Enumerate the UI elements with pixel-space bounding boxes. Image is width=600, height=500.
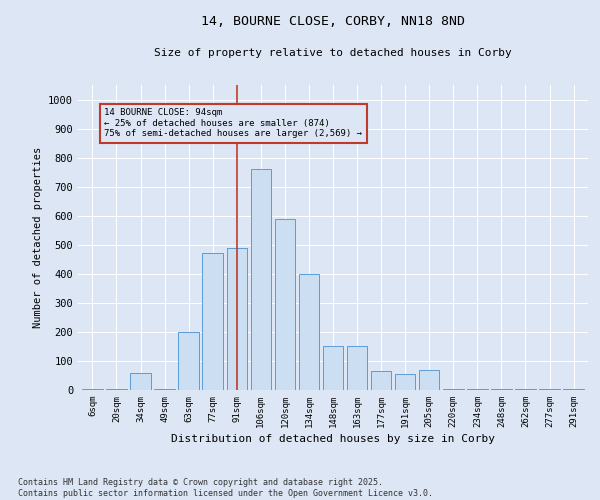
Bar xyxy=(467,388,488,390)
X-axis label: Distribution of detached houses by size in Corby: Distribution of detached houses by size … xyxy=(171,434,495,444)
Y-axis label: Number of detached properties: Number of detached properties xyxy=(32,147,43,328)
Bar xyxy=(419,370,439,390)
Bar xyxy=(347,346,367,390)
Bar xyxy=(299,274,319,390)
Text: Contains HM Land Registry data © Crown copyright and database right 2025.
Contai: Contains HM Land Registry data © Crown c… xyxy=(18,478,433,498)
Bar xyxy=(227,248,247,390)
Bar xyxy=(130,372,151,390)
Bar xyxy=(371,371,391,390)
Bar xyxy=(491,388,512,390)
Bar xyxy=(178,332,199,390)
Bar xyxy=(154,388,175,390)
Bar xyxy=(106,388,127,390)
Bar xyxy=(443,388,464,390)
Bar xyxy=(251,169,271,390)
Bar xyxy=(202,254,223,390)
Text: Size of property relative to detached houses in Corby: Size of property relative to detached ho… xyxy=(154,48,512,58)
Bar xyxy=(515,388,536,390)
Bar xyxy=(82,388,103,390)
Bar xyxy=(323,346,343,390)
Text: 14 BOURNE CLOSE: 94sqm
← 25% of detached houses are smaller (874)
75% of semi-de: 14 BOURNE CLOSE: 94sqm ← 25% of detached… xyxy=(104,108,362,138)
Bar xyxy=(395,374,415,390)
Bar xyxy=(275,218,295,390)
Text: 14, BOURNE CLOSE, CORBY, NN18 8ND: 14, BOURNE CLOSE, CORBY, NN18 8ND xyxy=(201,15,465,28)
Bar xyxy=(563,388,584,390)
Bar xyxy=(539,388,560,390)
